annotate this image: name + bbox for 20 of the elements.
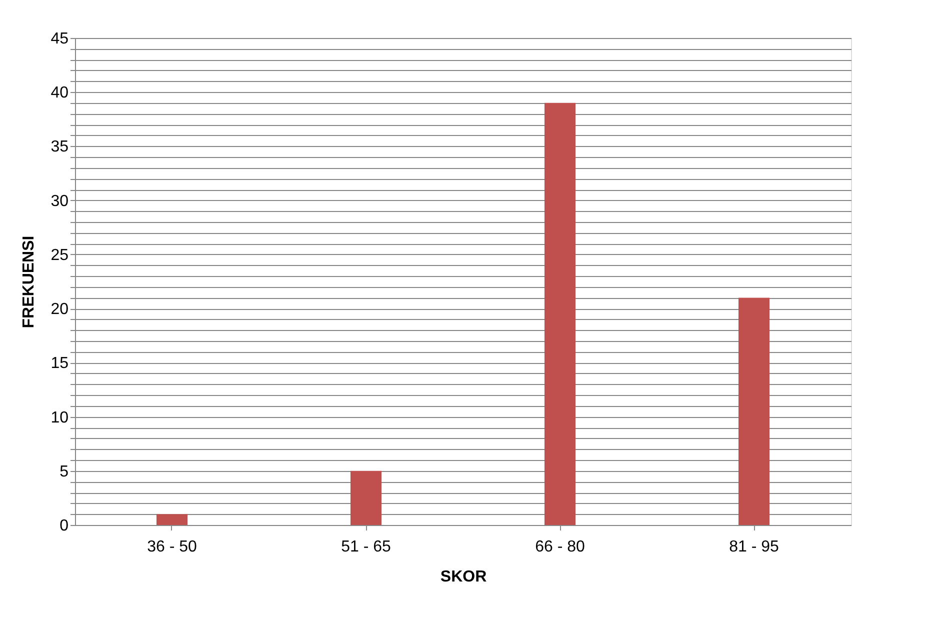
y-tick-label: 5: [60, 463, 69, 480]
x-tick-label: 81 - 95: [729, 538, 780, 556]
bar: [350, 470, 382, 525]
y-tick-label: 20: [50, 301, 69, 318]
y-tick-label: 40: [50, 84, 69, 102]
y-tick-label: 10: [50, 409, 69, 426]
bar: [738, 298, 770, 525]
bar: [156, 514, 188, 525]
x-tick-label: 36 - 50: [147, 538, 198, 556]
y-axis-title: FREKUENSI: [20, 236, 38, 328]
y-tick-label: 45: [50, 30, 69, 48]
x-tick-label: 66 - 80: [535, 538, 586, 556]
bar: [544, 102, 576, 525]
y-tick-label: 15: [50, 355, 69, 372]
x-axis-title: SKOR: [440, 568, 488, 586]
y-tick-label: 30: [50, 192, 69, 210]
y-tick-label: 35: [50, 138, 69, 156]
x-tick-label: 51 - 65: [341, 538, 392, 556]
y-tick-label: 25: [50, 246, 69, 264]
y-tick-label: 0: [60, 518, 69, 534]
